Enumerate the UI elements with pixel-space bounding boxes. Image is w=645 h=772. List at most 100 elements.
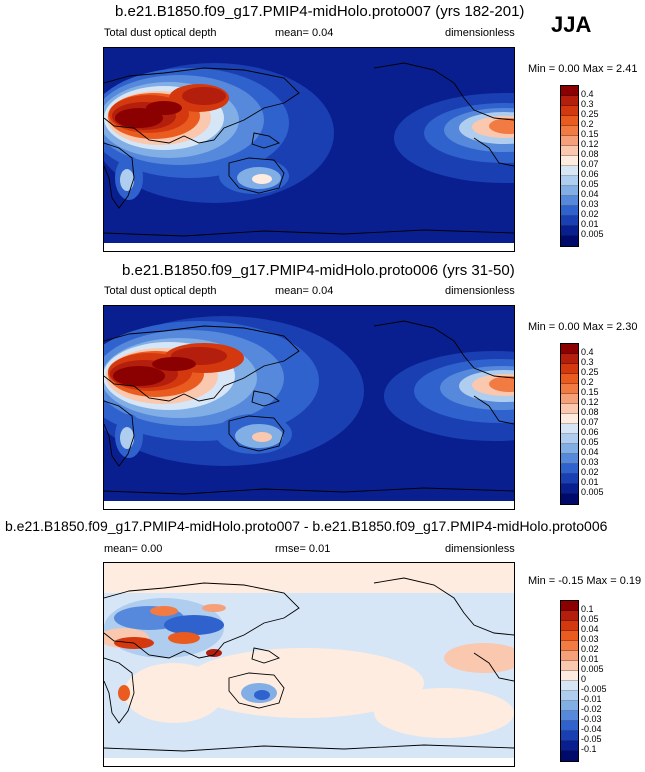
panel-1-minmax-label: Min = 0.00 Max = 2.41 bbox=[528, 63, 638, 75]
colorbar-segment bbox=[561, 96, 578, 106]
colorbar-tick-label: 0 bbox=[581, 674, 587, 684]
panel-3-map bbox=[103, 562, 515, 767]
panel-2-mean-label: mean= 0.04 bbox=[275, 285, 334, 297]
colorbar-tick-label: 0.25 bbox=[581, 109, 599, 119]
colorbar-tick-label: -0.1 bbox=[581, 744, 597, 754]
panel-2-dust-field bbox=[104, 306, 514, 509]
colorbar-segment bbox=[561, 651, 578, 661]
colorbar-tick-label: 0.4 bbox=[581, 347, 594, 357]
colorbar-segment bbox=[561, 611, 578, 621]
colorbar-segment bbox=[561, 691, 578, 701]
colorbar-tick-label: 0.03 bbox=[581, 457, 599, 467]
panel-1-map bbox=[103, 47, 515, 252]
colorbar-tick-label: 0.05 bbox=[581, 437, 599, 447]
colorbar-tick-label: -0.005 bbox=[581, 684, 607, 694]
panel-3-title: b.e21.B1850.f09_g17.PMIP4-midHolo.proto0… bbox=[5, 518, 608, 534]
colorbar-tick-label: 0.04 bbox=[581, 189, 599, 199]
colorbar-tick-label: 0.3 bbox=[581, 99, 594, 109]
colorbar-tick-label: 0.07 bbox=[581, 159, 599, 169]
panel-2-map bbox=[103, 305, 515, 510]
colorbar-segment bbox=[561, 216, 578, 226]
colorbar-segment bbox=[561, 464, 578, 474]
colorbar-segment bbox=[561, 344, 578, 354]
colorbar-segment bbox=[561, 126, 578, 136]
colorbar-tick-label: 0.02 bbox=[581, 209, 599, 219]
colorbar-segment bbox=[561, 404, 578, 414]
colorbar-segment bbox=[561, 444, 578, 454]
colorbar-segment bbox=[561, 86, 578, 96]
colorbar-segment bbox=[561, 156, 578, 166]
colorbar-segment bbox=[561, 661, 578, 671]
colorbar-tick-label: 0.4 bbox=[581, 89, 594, 99]
colorbar-segment bbox=[561, 414, 578, 424]
colorbar-segment bbox=[561, 601, 578, 611]
colorbar-tick-label: 0.01 bbox=[581, 654, 599, 664]
colorbar-segment bbox=[561, 166, 578, 176]
colorbar-segment bbox=[561, 484, 578, 494]
colorbar-segment bbox=[561, 731, 578, 741]
panel-1-dust-field bbox=[104, 48, 514, 251]
panel-3-rmse-label: rmse= 0.01 bbox=[275, 543, 331, 555]
colorbar-tick-label: 0.005 bbox=[581, 487, 604, 497]
panel-3-minmax-label: Min = -0.15 Max = 0.19 bbox=[528, 575, 642, 587]
colorbar-segment bbox=[561, 394, 578, 404]
colorbar-segment bbox=[561, 494, 578, 504]
colorbar-tick-label: -0.04 bbox=[581, 724, 602, 734]
colorbar-segment bbox=[561, 424, 578, 434]
colorbar-tick-label: 0.05 bbox=[581, 179, 599, 189]
colorbar-segment bbox=[561, 681, 578, 691]
colorbar-segment bbox=[561, 671, 578, 681]
colorbar-tick-label: 0.12 bbox=[581, 397, 599, 407]
colorbar-segment bbox=[561, 384, 578, 394]
colorbar-tick-label: 0.06 bbox=[581, 169, 599, 179]
colorbar-tick-label: 0.02 bbox=[581, 467, 599, 477]
colorbar-tick-label: 0.08 bbox=[581, 407, 599, 417]
colorbar-tick-label: 0.01 bbox=[581, 219, 599, 229]
colorbar-segment bbox=[561, 474, 578, 484]
colorbar-segment bbox=[561, 176, 578, 186]
panel-1-mean-label: mean= 0.04 bbox=[275, 27, 334, 39]
colorbar-tick-label: 0.07 bbox=[581, 417, 599, 427]
colorbar-segment bbox=[561, 186, 578, 196]
colorbar-tick-label: 0.005 bbox=[581, 229, 604, 239]
colorbar-tick-label: 0.05 bbox=[581, 614, 599, 624]
panel-2-units-label: dimensionless bbox=[445, 285, 515, 297]
colorbar-tick-label: 0.15 bbox=[581, 129, 599, 139]
colorbar-tick-label: 0.12 bbox=[581, 139, 599, 149]
colorbar-segment bbox=[561, 374, 578, 384]
panel-2-title: b.e21.B1850.f09_g17.PMIP4-midHolo.proto0… bbox=[122, 262, 515, 279]
colorbar-tick-label: 0.03 bbox=[581, 634, 599, 644]
panel-2-variable-label: Total dust optical depth bbox=[104, 285, 217, 297]
colorbar-segment bbox=[561, 236, 578, 246]
colorbar-segment bbox=[561, 206, 578, 216]
colorbar-segment bbox=[561, 106, 578, 116]
colorbar-tick-label: 0.1 bbox=[581, 604, 594, 614]
colorbar-segment bbox=[561, 621, 578, 631]
colorbar-segment bbox=[561, 631, 578, 641]
colorbar-segment bbox=[561, 364, 578, 374]
colorbar-tick-label: -0.03 bbox=[581, 714, 602, 724]
panel-1-colorbar bbox=[560, 85, 579, 247]
colorbar-segment bbox=[561, 136, 578, 146]
colorbar-tick-label: 0.005 bbox=[581, 664, 604, 674]
colorbar-tick-label: 0.04 bbox=[581, 624, 599, 634]
colorbar-segment bbox=[561, 641, 578, 651]
colorbar-tick-label: 0.01 bbox=[581, 477, 599, 487]
colorbar-tick-label: 0.15 bbox=[581, 387, 599, 397]
panel-2-minmax-label: Min = 0.00 Max = 2.30 bbox=[528, 321, 638, 333]
colorbar-tick-label: 0.3 bbox=[581, 357, 594, 367]
colorbar-tick-label: -0.05 bbox=[581, 734, 602, 744]
colorbar-segment bbox=[561, 711, 578, 721]
panel-1-units-label: dimensionless bbox=[445, 27, 515, 39]
colorbar-segment bbox=[561, 434, 578, 444]
colorbar-segment bbox=[561, 741, 578, 751]
colorbar-tick-label: 0.03 bbox=[581, 199, 599, 209]
colorbar-segment bbox=[561, 146, 578, 156]
colorbar-tick-label: 0.06 bbox=[581, 427, 599, 437]
colorbar-segment bbox=[561, 226, 578, 236]
panel-3-difference-field bbox=[104, 563, 514, 766]
colorbar-segment bbox=[561, 454, 578, 464]
colorbar-tick-label: 0.02 bbox=[581, 644, 599, 654]
colorbar-segment bbox=[561, 116, 578, 126]
panel-3-units-label: dimensionless bbox=[445, 543, 515, 555]
